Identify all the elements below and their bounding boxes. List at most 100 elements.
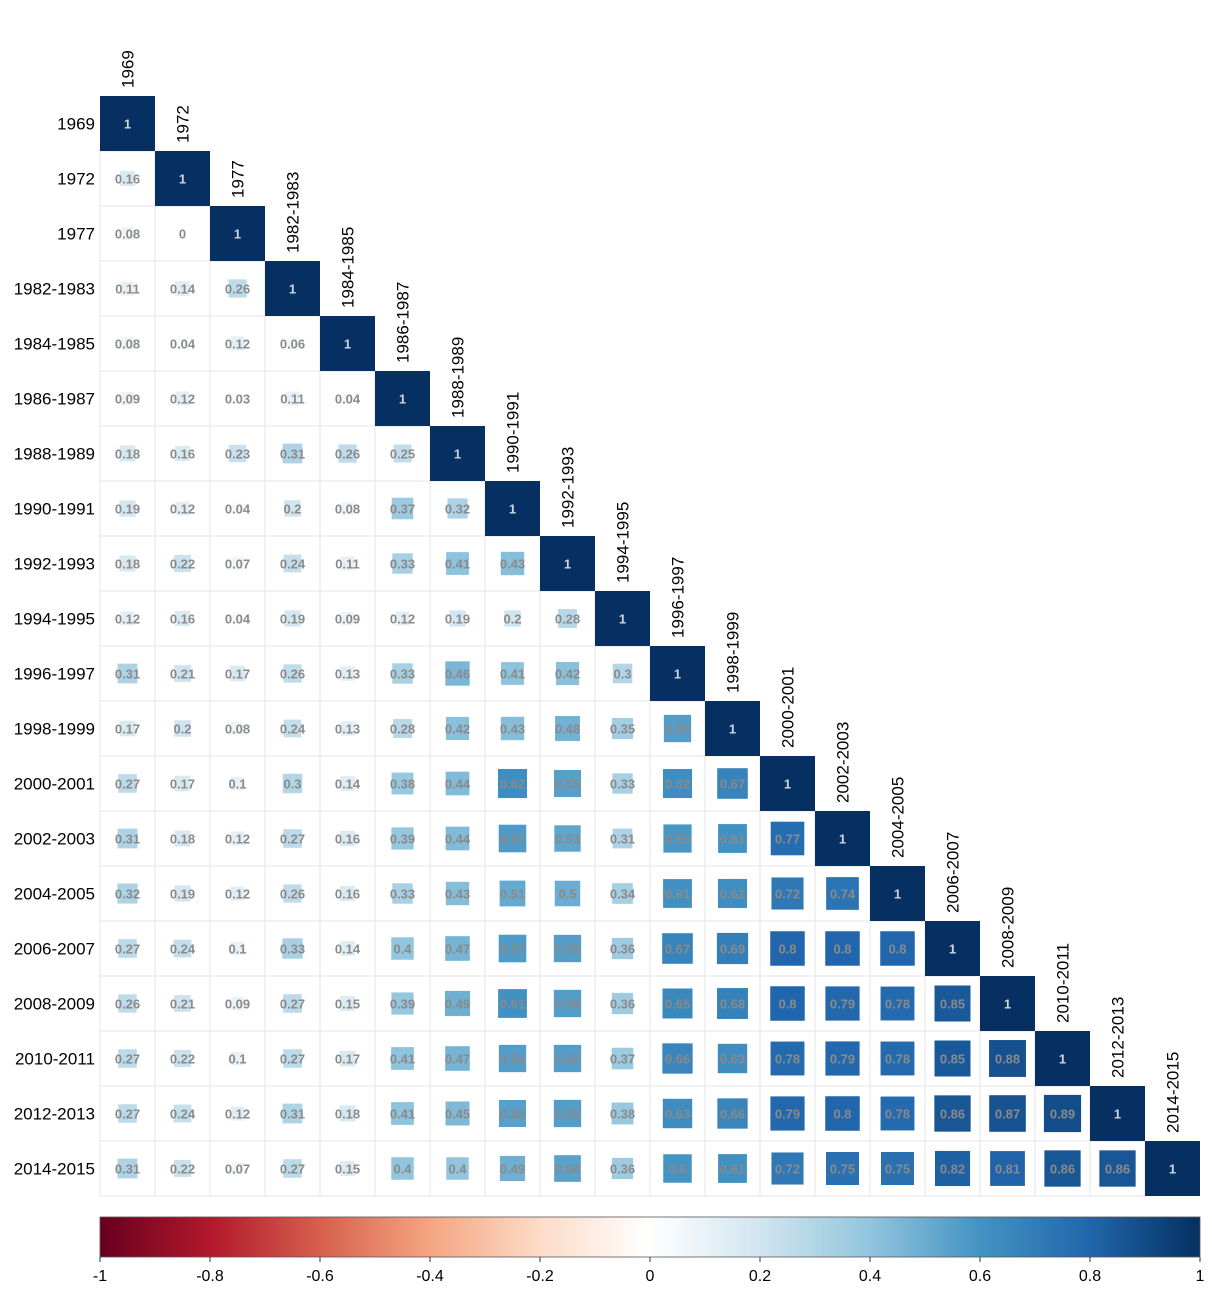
cell-value-label: 0.12 bbox=[225, 887, 250, 902]
cell-value-label: 0.35 bbox=[610, 722, 635, 737]
cell-value-label: 0.17 bbox=[335, 1052, 360, 1067]
cell-value-label: 0.75 bbox=[885, 1162, 910, 1177]
cell-value-label: 0.16 bbox=[335, 832, 360, 847]
cell-value-label: 0.44 bbox=[445, 777, 471, 792]
heatmap-cell bbox=[281, 882, 304, 905]
heatmap-cell bbox=[389, 935, 416, 962]
heatmap-cell bbox=[768, 929, 807, 968]
cell-value-label: 0.11 bbox=[115, 282, 140, 297]
heatmap-cell bbox=[705, 701, 760, 756]
heatmap-cell bbox=[173, 279, 192, 298]
heatmap-cell bbox=[815, 811, 870, 866]
cell-value-label: 1 bbox=[234, 227, 241, 242]
heatmap-cell bbox=[281, 1157, 304, 1180]
heatmap-cell bbox=[390, 881, 415, 906]
cell-value-label: 0.09 bbox=[225, 997, 250, 1012]
heatmap-cell bbox=[390, 771, 415, 796]
heatmap-cell bbox=[988, 1149, 1027, 1188]
cell-value-label: 0.45 bbox=[445, 1107, 470, 1122]
heatmap-cell bbox=[230, 501, 245, 516]
heatmap-cell bbox=[769, 1150, 806, 1187]
cell-value-label: 0.19 bbox=[170, 887, 195, 902]
row-label: 1984-1985 bbox=[14, 335, 95, 354]
cell-value-label: 0.87 bbox=[995, 1107, 1020, 1122]
cell-value-label: 0.33 bbox=[390, 887, 415, 902]
cell-value-label: 0.21 bbox=[170, 997, 195, 1012]
cell-value-label: 1 bbox=[509, 502, 516, 517]
heatmap-cell bbox=[389, 825, 416, 852]
heatmap-cell bbox=[443, 989, 472, 1018]
cell-value-label: 0.27 bbox=[115, 1107, 140, 1122]
cell-value-label: 0.8 bbox=[778, 997, 796, 1012]
cell-value-label: 0.62 bbox=[720, 887, 745, 902]
cell-value-label: 0.04 bbox=[335, 392, 361, 407]
heatmap-cell bbox=[339, 610, 356, 627]
cell-value-label: 0.31 bbox=[610, 832, 635, 847]
heatmap-cell bbox=[497, 1098, 528, 1129]
row-label: 1994-1995 bbox=[14, 610, 95, 629]
column-label: 1984-1985 bbox=[339, 227, 358, 308]
heatmap-cell bbox=[116, 662, 139, 685]
cell-value-label: 0.1 bbox=[228, 942, 246, 957]
heatmap-cell bbox=[338, 719, 357, 738]
cell-value-label: 0.43 bbox=[500, 557, 525, 572]
cell-value-label: 0.86 bbox=[940, 1107, 965, 1122]
heatmap-cell bbox=[497, 933, 528, 964]
cell-value-label: 0.48 bbox=[555, 722, 580, 737]
cell-value-label: 1 bbox=[619, 612, 626, 627]
colorbar-gradient bbox=[99, 1216, 1201, 1258]
heatmap-cell bbox=[338, 1104, 357, 1123]
column-label: 1977 bbox=[229, 160, 248, 198]
cell-value-label: 0.26 bbox=[225, 282, 250, 297]
cell-value-label: 1 bbox=[289, 282, 296, 297]
heatmap-cell bbox=[430, 426, 485, 481]
cell-value-label: 0.31 bbox=[280, 1107, 305, 1122]
cell-value-label: 0.15 bbox=[335, 997, 360, 1012]
heatmap-cell bbox=[281, 992, 304, 1015]
cell-value-label: 0.27 bbox=[280, 997, 305, 1012]
row-label: 1977 bbox=[57, 225, 95, 244]
column-label: 2004-2005 bbox=[889, 777, 908, 858]
cell-value-label: 0.4 bbox=[448, 1162, 467, 1177]
heatmap-cell bbox=[552, 768, 583, 799]
cell-value-label: 0.68 bbox=[720, 997, 745, 1012]
heatmap-cell bbox=[389, 1155, 416, 1182]
cell-value-label: 0.56 bbox=[555, 997, 580, 1012]
heatmap-cell bbox=[769, 820, 806, 857]
heatmap-cell bbox=[229, 555, 246, 572]
heatmap-cell bbox=[552, 933, 583, 964]
heatmap-cell bbox=[281, 827, 304, 850]
cell-value-label: 0.27 bbox=[280, 1052, 305, 1067]
heatmap-cell bbox=[1090, 1086, 1145, 1141]
cell-value-label: 0.31 bbox=[280, 447, 305, 462]
cell-value-label: 0.17 bbox=[225, 667, 250, 682]
heatmap-cell bbox=[118, 609, 137, 628]
cell-value-label: 0.33 bbox=[610, 777, 635, 792]
row-label: 1982-1983 bbox=[14, 280, 95, 299]
cell-value-label: 0.12 bbox=[225, 1107, 250, 1122]
cell-value-label: 0.36 bbox=[610, 942, 635, 957]
heatmap-cell bbox=[100, 96, 155, 151]
cell-value-label: 0.27 bbox=[280, 1162, 305, 1177]
cell-value-label: 0.14 bbox=[335, 777, 361, 792]
colorbar: -1 -0.8 -0.6 -0.4 -0.2 0 0.2 0.4 0.6 0.8 1 bbox=[93, 1216, 1205, 1285]
heatmap-cell bbox=[118, 169, 137, 188]
column-label: 1982-1983 bbox=[284, 172, 303, 253]
cell-value-label: 0.59 bbox=[665, 832, 690, 847]
cell-value-label: 0.08 bbox=[335, 502, 360, 517]
heatmap-cell bbox=[499, 660, 526, 687]
heatmap-cell bbox=[443, 1044, 472, 1073]
cell-value-label: 0.67 bbox=[665, 942, 690, 957]
cell-value-label: 1 bbox=[949, 942, 956, 957]
cell-value-label: 0.54 bbox=[555, 1162, 581, 1177]
cell-value-label: 0.12 bbox=[115, 612, 140, 627]
cell-value-label: 0.74 bbox=[830, 887, 856, 902]
heatmap-cell bbox=[445, 496, 470, 521]
row-label: 2002-2003 bbox=[14, 830, 95, 849]
heatmap-cell bbox=[1145, 1141, 1200, 1196]
heatmap-cell bbox=[552, 1098, 583, 1129]
cell-value-label: 0.26 bbox=[115, 997, 140, 1012]
cell-value-label: 1 bbox=[1004, 997, 1011, 1012]
cell-value-label: 0.37 bbox=[610, 1052, 635, 1067]
